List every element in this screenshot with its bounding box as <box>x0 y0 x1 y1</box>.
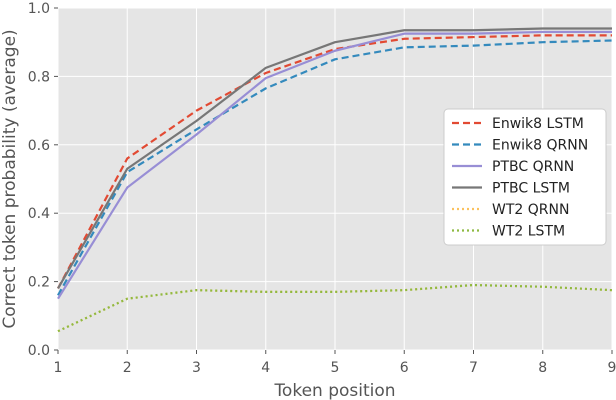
x-tick-label: 8 <box>538 360 547 376</box>
x-tick-label: 5 <box>331 360 340 376</box>
x-axis-label: Token position <box>273 381 395 400</box>
legend-label: WT2 LSTM <box>492 224 565 240</box>
y-axis-label: Correct token probability (average) <box>0 29 20 328</box>
y-tick-label: 0.6 <box>28 138 50 154</box>
legend-box <box>443 108 607 246</box>
series-line-ptbc-lstm <box>57 27 612 289</box>
x-tick-label: 7 <box>469 360 478 376</box>
y-tick-label: 0.0 <box>28 343 50 359</box>
legend-label: WT2 QRNN <box>492 202 569 218</box>
legend-label: PTBC QRNN <box>492 159 574 175</box>
x-tick-label: 9 <box>608 360 616 376</box>
legend-label: Enwik8 QRNN <box>492 138 588 154</box>
series-layer <box>57 27 613 333</box>
x-axis-ticks: 1 2 3 4 5 6 7 8 9 <box>54 350 616 376</box>
x-tick-label: 6 <box>400 360 409 376</box>
y-tick-label: 0.8 <box>28 69 50 85</box>
y-tick-label: 1.0 <box>28 1 50 17</box>
series-line-ptbc-qrnn <box>57 30 612 300</box>
x-tick-label: 2 <box>123 360 132 376</box>
y-axis-ticks: 0.0 0.2 0.4 0.6 0.8 1.0 <box>28 1 58 359</box>
series-line-enwik8-qrnn <box>57 39 613 296</box>
y-tick-label: 0.4 <box>28 206 50 222</box>
x-tick-label: 3 <box>192 360 201 376</box>
legend: Enwik8 LSTM Enwik8 QRNN PTBC QRNN PTBC LSTM… <box>443 108 607 246</box>
y-tick-label: 0.2 <box>28 275 50 291</box>
x-tick-label: 4 <box>261 360 270 376</box>
x-tick-label: 1 <box>54 360 63 376</box>
legend-label: PTBC LSTM <box>492 181 570 197</box>
legend-label: Enwik8 LSTM <box>492 116 584 132</box>
